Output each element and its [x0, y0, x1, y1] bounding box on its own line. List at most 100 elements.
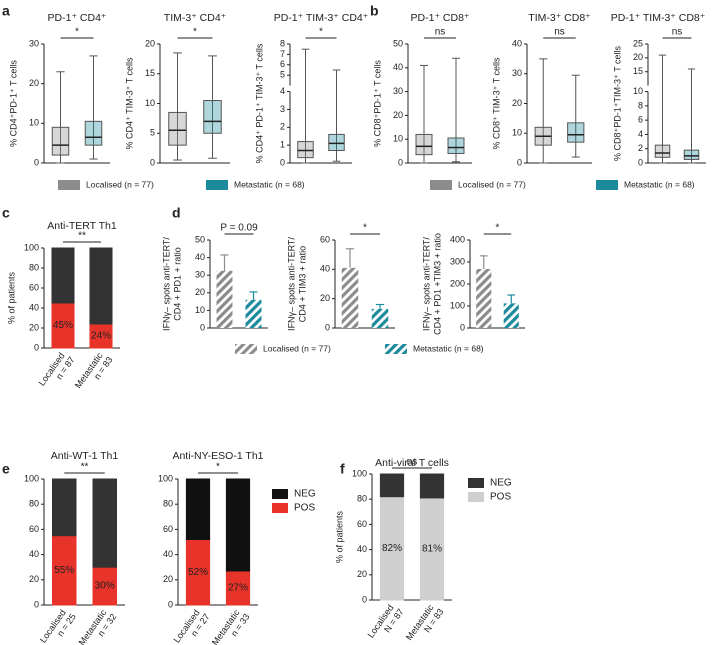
bar-segment: [185, 478, 211, 540]
y-tick-label: 30: [393, 86, 403, 96]
y-tick-label: 0: [168, 599, 173, 609]
y-tick-label: 10: [195, 305, 205, 315]
box: [203, 100, 222, 134]
value-label: 30%: [95, 581, 115, 592]
y-tick-label: 300: [450, 256, 465, 266]
y-tick-label: 2: [638, 143, 643, 153]
significance-label: ns: [672, 27, 683, 38]
y-tick-label: 0: [34, 599, 39, 609]
legend-label: NEG: [294, 489, 316, 500]
significance-label: *: [193, 27, 197, 38]
y-tick-label: 30: [195, 270, 205, 280]
value-label: 27%: [228, 583, 248, 594]
y-tick-label: 20: [29, 574, 39, 584]
y-axis-label: IFNγ– spots anti-TERT/: [421, 237, 431, 331]
y-axis-label: % CD4⁺PD-1⁺ T cells: [8, 60, 18, 147]
y-tick-label: 15: [633, 66, 643, 76]
y-tick-label: 80: [163, 499, 173, 509]
box: [654, 144, 671, 158]
significance-label: *: [363, 223, 367, 234]
value-label: 82%: [382, 543, 402, 554]
y-tick-label: 20: [163, 574, 173, 584]
y-tick-label: 10: [393, 134, 403, 144]
y-tick-label: 20: [320, 293, 330, 303]
y-axis-label: IFNγ– spots anti-TERT/: [161, 237, 171, 331]
y-tick-label: 40: [320, 264, 330, 274]
y-tick-label: 0: [362, 594, 367, 604]
y-tick-label: 20: [512, 98, 522, 108]
box: [567, 122, 585, 143]
legend-swatch: [430, 180, 452, 190]
y-tick-label: 20: [195, 287, 205, 297]
significance-label: ns: [435, 27, 446, 38]
significance-label: *: [75, 27, 79, 38]
chart-title: TIM-3⁺ CD8⁺: [528, 12, 591, 24]
y-tick-label: 60: [163, 524, 173, 534]
y-tick-label: 100: [24, 242, 39, 252]
bar: [476, 269, 492, 328]
box: [683, 149, 700, 160]
chart-title: TIM-3⁺ CD4⁺: [164, 12, 227, 24]
y-tick-label: 20: [393, 110, 403, 120]
significance-label: P = 0.09: [220, 223, 258, 234]
chart-title: Anti-NY-ESO-1 Th1: [172, 450, 263, 462]
value-label: 52%: [188, 567, 208, 578]
significance-label: **: [81, 462, 89, 473]
chart-title: Anti-WT-1 Th1: [51, 450, 119, 462]
y-tick-label: 2: [280, 122, 285, 132]
y-axis-label: % of patients: [6, 271, 16, 324]
y-tick-label: 4: [280, 86, 285, 96]
legend-label: Metastatic (n = 68): [234, 179, 305, 189]
y-tick-label: 8: [638, 100, 643, 110]
y-tick-label: 5: [150, 128, 155, 138]
y-tick-label: 8: [280, 38, 285, 48]
y-tick-label: 1: [280, 140, 285, 150]
y-tick-label: 40: [512, 38, 522, 48]
y-axis-label: % CD8⁺PD-1⁺ T cells: [372, 60, 382, 147]
y-tick-label: 0: [460, 322, 465, 332]
legend-swatch: [272, 489, 288, 499]
chart-title: PD-1⁺ CD8⁺: [411, 12, 470, 24]
y-tick-label: 100: [450, 300, 465, 310]
y-tick-label: 15: [145, 68, 155, 78]
legend-swatch: [272, 503, 288, 513]
legend-swatch: [596, 180, 618, 190]
legend-label: NEG: [490, 478, 512, 489]
y-tick-label: 0: [200, 322, 205, 332]
box: [168, 111, 187, 146]
y-tick-label: 20: [145, 38, 155, 48]
y-tick-label: 10: [145, 98, 155, 108]
bar-segment: [92, 478, 117, 568]
chart-title: PD-1⁺ TIM-3⁺ CD4⁺: [274, 12, 369, 24]
y-tick-label: 100: [352, 468, 367, 478]
legend-swatch: [468, 492, 484, 502]
bar: [216, 270, 233, 328]
bar-segment: [225, 478, 251, 572]
y-axis-label: CD4 + TIM3 + ratio: [297, 246, 307, 322]
significance-label: *: [319, 27, 323, 38]
y-tick-label: 60: [29, 524, 39, 534]
significance-label: *: [496, 223, 500, 234]
bar-segment: [51, 247, 75, 304]
y-tick-label: 30: [512, 68, 522, 78]
y-tick-label: 100: [24, 473, 39, 483]
bar: [371, 308, 389, 328]
y-tick-label: 10: [633, 86, 643, 96]
legend-label: Metastatic (n = 68): [413, 343, 484, 353]
box: [84, 120, 103, 146]
y-tick-label: 0: [280, 157, 285, 167]
bar: [341, 267, 359, 328]
box: [51, 126, 70, 156]
bar: [245, 299, 262, 328]
y-tick-label: 0: [150, 157, 155, 167]
y-tick-label: 4: [638, 129, 643, 139]
y-tick-label: 60: [320, 234, 330, 244]
chart-title: Anti-viral T cells: [375, 457, 449, 469]
significance-label: *: [216, 462, 220, 473]
bar-segment: [52, 478, 77, 537]
value-label: 81%: [422, 544, 442, 555]
y-tick-label: 0: [325, 322, 330, 332]
chart-title: PD-1⁺ CD4⁺: [48, 12, 107, 24]
y-tick-label: 30: [29, 38, 39, 48]
panel-letter: e: [2, 461, 10, 477]
